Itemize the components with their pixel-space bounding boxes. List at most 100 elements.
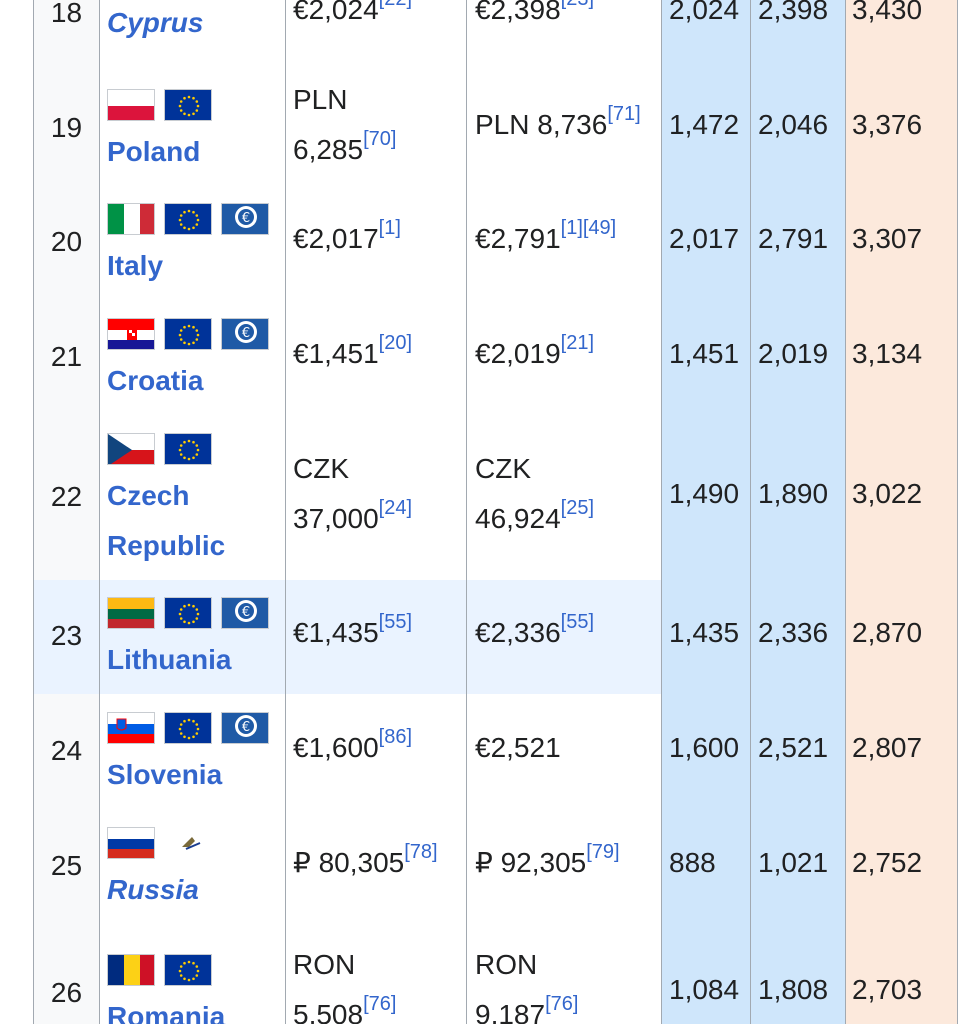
country-link[interactable]: Romania (107, 1001, 226, 1024)
country-link[interactable]: Lithuania (107, 644, 232, 675)
min-wage-eur-cell: 1,600 (669, 731, 740, 763)
cell-background (662, 71, 750, 186)
min-wage-eur-cell: 1,451 (669, 337, 740, 369)
eaeu-flag-icon[interactable] (164, 827, 212, 859)
citation-link[interactable]: [23] (561, 0, 594, 10)
citation-link[interactable]: [71] (607, 102, 641, 125)
cell-background (846, 580, 957, 694)
cell-line: €2,791[1][49] (475, 214, 616, 267)
cell-background (662, 924, 750, 1024)
cell-line: CZK (293, 444, 412, 494)
country-link[interactable]: Cyprus (107, 7, 204, 38)
ppp-value-cell: 3,022 (852, 477, 923, 509)
eu-flag-icon[interactable] (164, 954, 212, 986)
avg-wage-eur-cell: 1,808 (758, 974, 829, 1005)
cell-background (100, 0, 661, 71)
citation-link[interactable]: [1] (378, 217, 401, 239)
eu-flag-icon[interactable] (164, 317, 212, 350)
country-link[interactable]: Czech Republic (107, 471, 225, 571)
eu-flag-icon[interactable] (164, 88, 212, 121)
cell-background (34, 580, 99, 694)
country-link[interactable]: Poland (107, 135, 201, 167)
cell-value: CZK (293, 452, 349, 484)
cell-background (751, 924, 845, 1024)
romania-flag-icon[interactable] (107, 954, 155, 986)
russia-flag-icon[interactable] (107, 826, 155, 859)
eu-flag-icon[interactable] (164, 711, 212, 744)
cell-line: 5,508[76] (293, 990, 396, 1024)
minimum-wage-local-cell: PLN 6,285[70] (293, 75, 396, 178)
ppp-value-cell: 2,870 (852, 617, 923, 648)
cell-background (846, 694, 957, 809)
table-row: 22 Czech Republic CZK 37,000[24] CZK 46,924[25… (0, 415, 962, 581)
citation-link[interactable]: [79] (586, 840, 620, 863)
cell-value: ₽ 92,305 (475, 846, 587, 878)
cell-background (846, 186, 957, 300)
country-link[interactable]: Slovenia (107, 758, 223, 790)
min-wage-eur-cell: 2,024 (669, 0, 740, 25)
euro-flag-icon[interactable]: € (221, 711, 269, 744)
cell-background (751, 694, 845, 809)
cell-line: €2,398[23] (475, 0, 594, 38)
cell-line: €2,336[55] (475, 608, 594, 661)
cell-background (662, 415, 750, 580)
cell-background (751, 415, 845, 580)
croatia-flag-icon[interactable] (107, 317, 155, 350)
citation-link[interactable]: [1][49] (560, 217, 617, 239)
citation-link[interactable]: [86] (378, 725, 412, 748)
citation-link[interactable]: [76] (363, 993, 397, 1015)
cell-line: 37,000[24] (293, 494, 412, 547)
eu-flag-icon[interactable] (164, 597, 212, 629)
cell-line: €1,435[55] (293, 608, 412, 661)
citation-link[interactable]: [24] (378, 496, 412, 519)
cell-line: RON (293, 940, 396, 990)
average-wage-local-cell: RON 9,187[76] (475, 940, 578, 1024)
citation-link[interactable]: [21] (560, 331, 594, 354)
czech-flag-icon[interactable] (107, 432, 155, 465)
table-row: 21 € Croatia €1,451[20] €2,019[21] 1,451 2,019… (0, 300, 962, 416)
cell-background (846, 924, 957, 1024)
average-wage-local-cell: CZK 46,924[25] (475, 444, 594, 547)
euro-flag-icon[interactable]: € (221, 317, 269, 350)
country-name-line[interactable]: Republic (107, 529, 226, 561)
cell-background (751, 809, 845, 924)
eu-flag-icon[interactable] (164, 432, 212, 465)
slovenia-flag-icon[interactable] (107, 711, 155, 744)
min-wage-eur-cell: 888 (669, 846, 716, 878)
citation-link[interactable]: [76] (545, 993, 579, 1015)
minimum-wage-local-cell: €1,600[86] (293, 723, 412, 776)
cell-background (662, 694, 750, 809)
table-row: 26 Romania RON 5,508[76] RON 9,187[76] 1,084 1,… (0, 924, 962, 1024)
citation-link[interactable]: [20] (378, 331, 412, 354)
eu-flag-icon[interactable] (164, 203, 212, 235)
cell-value: 5,508 (293, 999, 364, 1024)
citation-link[interactable]: [70] (363, 127, 397, 150)
country-link[interactable]: Croatia (107, 364, 204, 396)
citation-link[interactable]: [55] (560, 611, 594, 633)
cell-value: RON (293, 949, 356, 980)
citation-link[interactable]: [22] (379, 0, 412, 10)
cell-value: €2,336 (475, 617, 561, 648)
cell-line: €2,017[1] (293, 214, 401, 267)
poland-flag-icon[interactable] (107, 88, 155, 121)
average-wage-local-cell: €2,398[23] (475, 0, 594, 38)
euro-flag-icon[interactable]: € (221, 203, 269, 235)
country-link[interactable]: Italy (107, 250, 164, 281)
country-link[interactable]: Russia (107, 873, 199, 905)
avg-wage-eur-cell: 1,890 (758, 477, 829, 509)
euro-flag-icon[interactable]: € (221, 597, 269, 629)
country-name-line[interactable]: Czech (107, 479, 190, 511)
citation-link[interactable]: [25] (560, 496, 594, 519)
minimum-wage-local-cell: ₽ 80,305[78] (293, 838, 438, 891)
avg-wage-eur-cell: 2,791 (758, 223, 829, 254)
cell-line: CZK (475, 444, 594, 494)
cell-line: 46,924[25] (475, 494, 594, 547)
citation-link[interactable]: [78] (404, 840, 438, 863)
lithuania-flag-icon[interactable] (107, 597, 155, 629)
average-wage-local-cell: €2,791[1][49] (475, 214, 616, 267)
average-wage-local-cell: PLN 8,736[71] (475, 100, 641, 153)
avg-wage-eur-cell: 2,521 (758, 731, 829, 763)
italy-flag-icon[interactable] (107, 203, 155, 235)
cell-value: €1,600 (293, 731, 379, 763)
citation-link[interactable]: [55] (378, 611, 412, 633)
